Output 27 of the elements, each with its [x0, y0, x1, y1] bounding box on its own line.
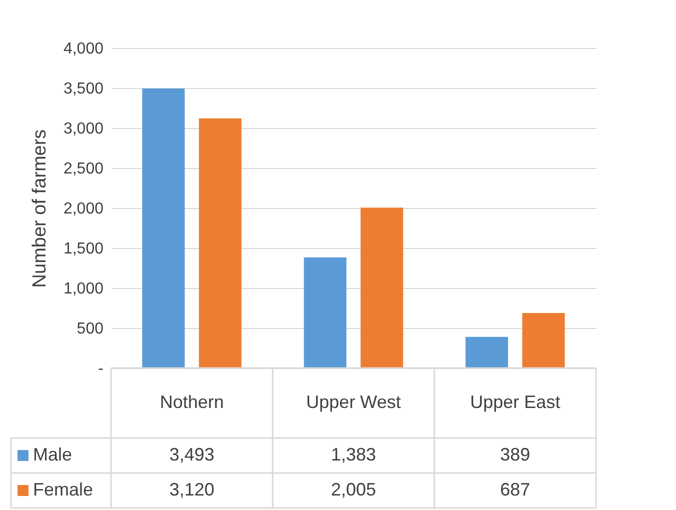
bar — [142, 88, 185, 368]
y-tick-label: 1,500 — [63, 240, 104, 258]
y-tick-label: 3,000 — [63, 120, 104, 138]
y-tick-label: 4,000 — [63, 40, 104, 58]
bar — [360, 208, 404, 368]
y-tick-label: 1,000 — [63, 280, 104, 298]
data-label: 3,120 — [169, 480, 214, 500]
x-tick-label: Upper West — [306, 392, 401, 412]
bar — [198, 118, 242, 368]
data-label: 687 — [500, 480, 530, 500]
data-label: 2,005 — [330, 480, 376, 500]
data-label: 389 — [500, 444, 530, 464]
x-tick-label: Nothern — [160, 392, 224, 412]
y-tick-label: - — [98, 360, 104, 378]
legend-label: Male — [33, 444, 72, 464]
data-label: 1,383 — [330, 444, 376, 464]
y-axis-title: Number of farmers — [29, 129, 50, 288]
y-tick-label: 3,500 — [63, 80, 104, 98]
bar — [466, 336, 508, 368]
bar — [522, 313, 565, 368]
y-tick-label: 2,000 — [63, 200, 104, 218]
y-tick-label: 500 — [76, 320, 104, 338]
y-tick-label: 2,500 — [63, 160, 104, 178]
data-label: 3,493 — [169, 444, 214, 464]
bar — [304, 257, 346, 368]
x-tick-label: Upper East — [470, 392, 560, 412]
legend-label: Female — [33, 480, 94, 500]
